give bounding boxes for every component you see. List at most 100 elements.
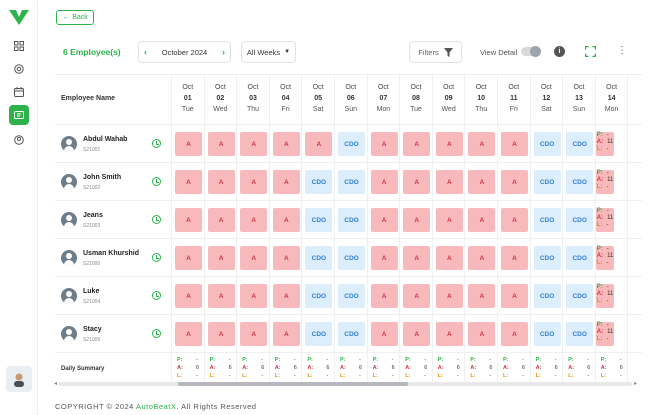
attendance-detail-chip[interactable]: P: - A: 11 L: - [595, 132, 614, 156]
cdo-chip[interactable]: CDO [533, 246, 561, 270]
cdo-chip[interactable]: CDO [566, 132, 594, 156]
attendance-cell[interactable]: CDO [335, 201, 368, 238]
absent-chip[interactable]: A [403, 322, 431, 346]
user-circle-icon[interactable] [9, 130, 29, 150]
alarm-clock-icon[interactable] [152, 139, 161, 148]
attendance-cell[interactable]: A [465, 239, 498, 276]
employee-name[interactable]: Stacy [83, 326, 102, 333]
attendance-cell[interactable]: A [205, 163, 238, 200]
cdo-chip[interactable]: CDO [533, 284, 561, 308]
employee-name[interactable]: Jeans [83, 212, 103, 219]
absent-chip[interactable]: A [240, 246, 268, 270]
employee-cell[interactable]: Abdul Wahab S21001 [55, 125, 172, 162]
attendance-cell[interactable]: CDO [531, 201, 564, 238]
absent-chip[interactable]: A [240, 208, 268, 232]
attendance-cell[interactable]: A [172, 239, 205, 276]
absent-chip[interactable]: A [175, 132, 202, 156]
calendar-icon[interactable] [9, 82, 29, 102]
attendance-cell[interactable]: A [368, 125, 401, 162]
absent-chip[interactable]: A [272, 284, 300, 308]
attendance-cell[interactable]: A [400, 239, 433, 276]
absent-chip[interactable]: A [272, 246, 300, 270]
absent-chip[interactable]: A [370, 170, 398, 194]
absent-chip[interactable]: A [272, 322, 300, 346]
attendance-cell[interactable]: A [498, 125, 531, 162]
cdo-chip[interactable]: CDO [566, 246, 594, 270]
attendance-cell[interactable]: A [400, 277, 433, 314]
absent-chip[interactable]: A [272, 170, 300, 194]
info-icon[interactable]: i [554, 46, 565, 57]
attendance-cell[interactable]: A [433, 277, 466, 314]
cdo-chip[interactable]: CDO [338, 284, 365, 308]
absent-chip[interactable]: A [468, 246, 496, 270]
attendance-cell[interactable]: A [400, 125, 433, 162]
attendance-cell[interactable]: A [205, 125, 238, 162]
employee-cell[interactable]: Luke S21004 [55, 277, 172, 314]
employee-name[interactable]: John Smith [83, 174, 122, 181]
absent-chip[interactable]: A [501, 132, 528, 156]
attendance-cell[interactable]: CDO [302, 239, 335, 276]
attendance-detail-chip[interactable]: P: - A: 11 L: - [595, 322, 614, 346]
logo-icon[interactable] [8, 8, 30, 26]
absent-chip[interactable]: A [175, 322, 202, 346]
absent-chip[interactable]: A [435, 170, 463, 194]
absent-chip[interactable]: A [370, 132, 398, 156]
alarm-clock-icon[interactable] [152, 253, 161, 262]
attendance-cell[interactable]: P: - A: 11 L: - [595, 277, 629, 314]
back-button[interactable]: ← Back [56, 10, 94, 25]
cdo-chip[interactable]: CDO [305, 170, 333, 194]
absent-chip[interactable]: A [175, 246, 202, 270]
attendance-cell[interactable]: CDO [531, 239, 564, 276]
absent-chip[interactable]: A [435, 322, 463, 346]
attendance-cell[interactable]: CDO [335, 125, 368, 162]
chevron-left-icon[interactable]: ‹ [144, 47, 147, 57]
cdo-chip[interactable]: CDO [533, 170, 561, 194]
attendance-cell[interactable]: A [270, 125, 303, 162]
attendance-cell[interactable]: CDO [302, 277, 335, 314]
filters-button[interactable]: Filters [409, 41, 462, 63]
absent-chip[interactable]: A [403, 208, 431, 232]
cdo-chip[interactable]: CDO [305, 208, 333, 232]
attendance-cell[interactable]: A [368, 163, 401, 200]
attendance-cell[interactable]: P: - A: 11 L: - [595, 125, 629, 162]
absent-chip[interactable]: A [501, 170, 528, 194]
absent-chip[interactable]: A [175, 170, 202, 194]
attendance-cell[interactable]: A [498, 201, 531, 238]
employee-name[interactable]: Luke [83, 288, 100, 295]
cdo-chip[interactable]: CDO [566, 208, 594, 232]
attendance-cell[interactable]: A [172, 277, 205, 314]
absent-chip[interactable]: A [435, 208, 463, 232]
absent-chip[interactable]: A [403, 170, 431, 194]
employee-cell[interactable]: John Smith S21002 [55, 163, 172, 200]
attendance-cell[interactable]: CDO [563, 201, 596, 238]
cdo-chip[interactable]: CDO [533, 132, 561, 156]
attendance-cell[interactable]: A [498, 315, 531, 352]
absent-chip[interactable]: A [175, 208, 202, 232]
horizontal-scrollbar[interactable] [58, 382, 632, 386]
cdo-chip[interactable]: CDO [338, 322, 365, 346]
attendance-cell[interactable]: A [237, 239, 270, 276]
absent-chip[interactable]: A [240, 284, 268, 308]
attendance-cell[interactable]: CDO [335, 163, 368, 200]
attendance-cell[interactable]: CDO [563, 163, 596, 200]
view-detail-toggle[interactable] [521, 46, 541, 57]
attendance-cell[interactable]: A [433, 239, 466, 276]
attendance-cell[interactable]: A [270, 277, 303, 314]
absent-chip[interactable]: A [435, 132, 463, 156]
attendance-cell[interactable]: A [205, 201, 238, 238]
absent-chip[interactable]: A [435, 284, 463, 308]
attendance-cell[interactable]: CDO [335, 277, 368, 314]
cdo-chip[interactable]: CDO [533, 322, 561, 346]
absent-chip[interactable]: A [501, 284, 528, 308]
attendance-detail-chip[interactable]: P: - A: 11 L: - [595, 208, 614, 232]
attendance-cell[interactable]: A [237, 201, 270, 238]
absent-chip[interactable]: A [403, 284, 431, 308]
absent-chip[interactable]: A [468, 284, 496, 308]
attendance-cell[interactable]: A [270, 163, 303, 200]
attendance-cell[interactable]: A [205, 277, 238, 314]
absent-chip[interactable]: A [468, 322, 496, 346]
attendance-cell[interactable]: A [172, 315, 205, 352]
absent-chip[interactable]: A [468, 170, 496, 194]
cdo-chip[interactable]: CDO [305, 246, 333, 270]
target-icon[interactable] [9, 59, 29, 79]
